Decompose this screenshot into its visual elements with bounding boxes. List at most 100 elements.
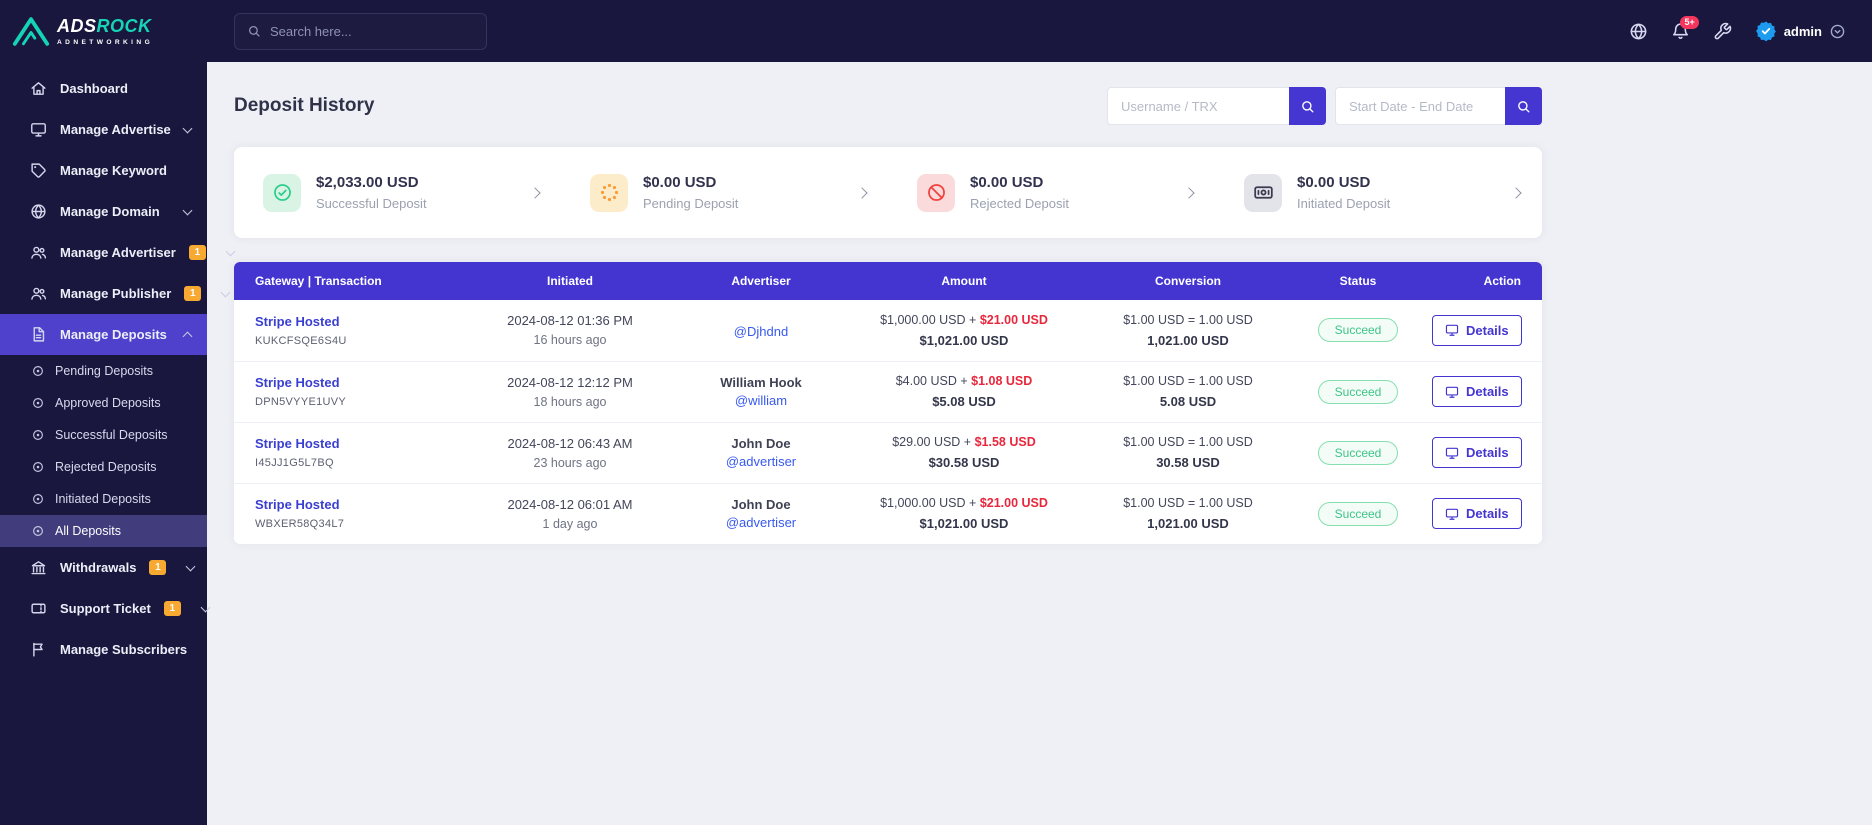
submenu-item-label: Pending Deposits: [55, 364, 153, 378]
submenu-item-label: Approved Deposits: [55, 396, 161, 410]
ticket-icon: [30, 600, 47, 617]
amount-base: $29.00 USD +: [892, 435, 972, 449]
initiated-cell: 2024-08-12 06:01 AM 1 day ago: [464, 482, 676, 544]
spinner-icon: [590, 173, 628, 212]
sidebar-item-manage-deposits[interactable]: Manage Deposits: [0, 314, 207, 355]
stat-pending-deposit[interactable]: $0.00 USD Pending Deposit: [561, 147, 888, 238]
deposit-stats-card: $2,033.00 USD Successful Deposit $0.00 U…: [234, 147, 1542, 238]
notifications-button[interactable]: 5+: [1671, 15, 1699, 41]
username-trx-input[interactable]: [1107, 87, 1289, 125]
users-icon: [30, 285, 47, 302]
amount-cell: $4.00 USD + $1.08 USD $5.08 USD: [846, 360, 1082, 422]
sidebar-item-label: Manage Deposits: [60, 327, 167, 342]
gateway-link[interactable]: Stripe Hosted: [255, 436, 340, 451]
sidebar-item-support-ticket[interactable]: Support Ticket 1: [0, 588, 211, 629]
stat-initiated-deposit[interactable]: $0.00 USD Initiated Deposit: [1215, 147, 1542, 238]
verified-badge-icon: [1755, 21, 1776, 42]
search-icon: [247, 24, 261, 38]
count-badge: 1: [163, 601, 181, 616]
sidebar-item-label: Dashboard: [60, 81, 128, 96]
col-header-conversion: Conversion: [1082, 262, 1294, 300]
amount-base: $1,000.00 USD +: [880, 312, 977, 327]
sidebar-item-manage-advertise[interactable]: Manage Advertise: [0, 109, 207, 150]
sidebar-item-rejected-deposits[interactable]: Rejected Deposits: [0, 451, 207, 483]
filters: [1107, 87, 1542, 125]
globe-icon: [1629, 22, 1648, 41]
sidebar: ADSROCK ADNETWORKING Dashboard Manage Ad…: [0, 0, 236, 825]
table-row: Stripe Hosted WBXER58Q34L7 2024-08-12 06…: [234, 482, 1542, 544]
initiated-date: 2024-08-12 01:36 PM: [507, 313, 633, 329]
user-menu[interactable]: admin: [1755, 20, 1846, 42]
brand-logo[interactable]: ADSROCK ADNETWORKING: [0, 0, 207, 62]
chevron-up-icon: [182, 331, 193, 342]
sidebar-item-manage-subscribers[interactable]: Manage Subscribers: [0, 629, 207, 670]
page-title: Deposit History: [234, 95, 375, 116]
home-icon: [30, 80, 47, 97]
globe-icon: [30, 203, 47, 220]
chevron-right-icon: [529, 186, 541, 199]
advertiser-cell: John Doe @advertiser: [676, 421, 846, 483]
status-cell: Succeed: [1294, 421, 1422, 483]
username-search-button[interactable]: [1289, 87, 1326, 125]
col-header-action: Action: [1422, 262, 1542, 300]
sidebar-item-manage-publisher[interactable]: Manage Publisher 1: [0, 273, 231, 314]
sidebar-item-all-deposits[interactable]: All Deposits: [0, 515, 207, 547]
conversion-rate: $1.00 USD = 1.00 USD: [1123, 312, 1253, 327]
amount-fee: $1.58 USD: [974, 435, 1036, 449]
action-cell: Details: [1422, 421, 1542, 483]
brand-logo-icon: [12, 16, 50, 46]
sidebar-item-label: Manage Advertise: [60, 122, 171, 137]
details-label: Details: [1466, 506, 1509, 522]
sidebar-item-manage-advertiser[interactable]: Manage Advertiser 1: [0, 232, 236, 273]
table-row: Stripe Hosted KUKCFSQE6S4U 2024-08-12 01…: [234, 300, 1542, 361]
details-label: Details: [1466, 322, 1509, 338]
initiated-cell: 2024-08-12 12:12 PM 18 hours ago: [464, 360, 676, 422]
count-badge: 1: [184, 286, 202, 301]
date-search-button[interactable]: [1505, 87, 1542, 125]
date-range-input[interactable]: [1335, 87, 1505, 125]
col-header-amount: Amount: [846, 262, 1082, 300]
table-header-row: Gateway | Transaction Initiated Advertis…: [234, 262, 1542, 300]
details-button[interactable]: Details: [1432, 498, 1522, 530]
username-filter-group: [1107, 87, 1326, 125]
stat-successful-deposit[interactable]: $2,033.00 USD Successful Deposit: [234, 147, 561, 238]
details-button[interactable]: Details: [1432, 376, 1522, 407]
gateway-link[interactable]: Stripe Hosted: [255, 497, 340, 513]
action-cell: Details: [1422, 300, 1542, 361]
monitor-icon: [30, 121, 47, 138]
details-button[interactable]: Details: [1432, 314, 1522, 346]
conversion-rate: $1.00 USD = 1.00 USD: [1123, 374, 1253, 388]
sidebar-item-label: Manage Advertiser: [60, 245, 176, 260]
amount-total: $30.58 USD: [928, 455, 1000, 470]
tag-icon: [30, 162, 47, 179]
conversion-total: 1,021.00 USD: [1147, 516, 1229, 532]
sidebar-item-initiated-deposits[interactable]: Initiated Deposits: [0, 483, 207, 515]
advertiser-handle-link[interactable]: @advertiser: [725, 515, 797, 531]
language-button[interactable]: [1629, 22, 1648, 41]
sidebar-item-manage-domain[interactable]: Manage Domain: [0, 191, 207, 232]
sidebar-item-manage-keyword[interactable]: Manage Keyword: [0, 150, 207, 191]
status-cell: Succeed: [1294, 360, 1422, 422]
details-label: Details: [1466, 445, 1509, 460]
sidebar-item-withdrawals[interactable]: Withdrawals 1: [0, 547, 207, 588]
sidebar-item-successful-deposits[interactable]: Successful Deposits: [0, 419, 207, 451]
search-input[interactable]: [270, 23, 474, 39]
transaction-id: I45JJ1G5L7BQ: [255, 457, 334, 469]
advertiser-handle-link[interactable]: @william: [734, 393, 788, 408]
tools-button[interactable]: [1713, 22, 1732, 41]
advertiser-handle-link[interactable]: @advertiser: [725, 454, 797, 469]
sidebar-item-pending-deposits[interactable]: Pending Deposits: [0, 355, 207, 387]
gateway-cell: Stripe Hosted I45JJ1G5L7BQ: [234, 421, 464, 483]
status-badge: Succeed: [1317, 379, 1399, 404]
stat-rejected-deposit[interactable]: $0.00 USD Rejected Deposit: [888, 147, 1215, 238]
col-header-status: Status: [1294, 262, 1422, 300]
sidebar-item-dashboard[interactable]: Dashboard: [0, 68, 207, 109]
col-header-gateway: Gateway | Transaction: [234, 262, 464, 300]
gateway-link[interactable]: Stripe Hosted: [255, 313, 340, 329]
gateway-link[interactable]: Stripe Hosted: [255, 375, 340, 390]
details-button[interactable]: Details: [1432, 437, 1522, 468]
sidebar-item-approved-deposits[interactable]: Approved Deposits: [0, 387, 207, 419]
sidebar-item-label: Support Ticket: [60, 601, 151, 616]
deposits-submenu: Pending Deposits Approved Deposits Succe…: [0, 355, 207, 547]
advertiser-handle-link[interactable]: @Djhdnd: [733, 324, 789, 340]
